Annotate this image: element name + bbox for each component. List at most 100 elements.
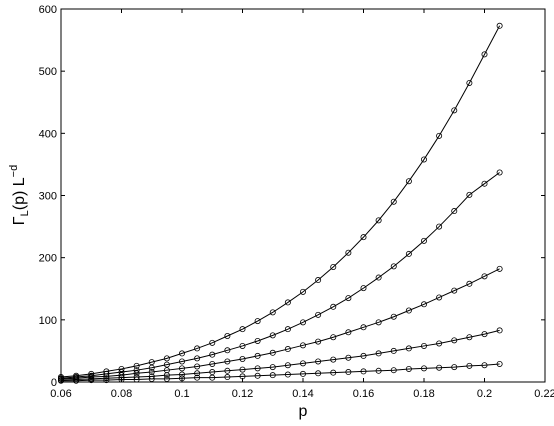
data-point (390, 198, 397, 205)
data-point (178, 371, 185, 378)
x-tick-label: 0.16 (353, 388, 374, 400)
data-point (148, 364, 155, 371)
data-point (269, 349, 276, 356)
data-point (345, 354, 352, 361)
data-point (315, 358, 322, 365)
series-line (60, 329, 500, 381)
data-point (390, 313, 397, 320)
data-point (315, 311, 322, 318)
data-point (118, 365, 125, 372)
data-point (436, 132, 443, 139)
data-point (436, 294, 443, 301)
data-point (360, 285, 367, 292)
data-point (284, 299, 291, 306)
y-tick-label: 600 (39, 4, 57, 16)
data-point (330, 263, 337, 270)
data-point (481, 51, 488, 58)
data-point (496, 265, 503, 272)
data-point (481, 331, 488, 338)
data-point (269, 332, 276, 339)
data-point (118, 376, 125, 383)
data-point (436, 223, 443, 230)
data-point (178, 365, 185, 372)
series-3 (58, 265, 503, 382)
data-point (133, 370, 140, 377)
x-tick-label: 0.06 (50, 388, 71, 400)
data-point (451, 364, 458, 371)
y-tick-label: 300 (39, 191, 57, 203)
data-point (360, 368, 367, 375)
data-point (299, 319, 306, 326)
data-point (405, 365, 412, 372)
data-point (330, 356, 337, 363)
data-point (466, 280, 473, 287)
data-point (178, 375, 185, 382)
data-point (163, 372, 170, 379)
data-point (254, 365, 261, 372)
data-point (269, 364, 276, 371)
data-point (345, 249, 352, 256)
data-point (239, 355, 246, 362)
data-point (133, 362, 140, 369)
data-point (496, 169, 503, 176)
x-tick-label: 0.12 (232, 388, 253, 400)
data-point (239, 342, 246, 349)
x-tick-label: 0.22 (534, 388, 554, 400)
data-point (239, 326, 246, 333)
data-point (390, 263, 397, 270)
data-point (420, 342, 427, 349)
data-point (163, 355, 170, 362)
data-point (496, 327, 503, 334)
x-tick-label: 0.2 (477, 388, 492, 400)
data-point (209, 360, 216, 367)
data-point (224, 367, 231, 374)
data-point (466, 79, 473, 86)
data-point (360, 324, 367, 331)
data-point (118, 374, 125, 381)
data-point (194, 370, 201, 377)
series-1 (58, 22, 503, 381)
data-point (269, 309, 276, 316)
data-point (209, 351, 216, 358)
data-point (496, 360, 503, 367)
data-point (330, 334, 337, 341)
x-tick-label: 0.18 (413, 388, 434, 400)
data-point (209, 339, 216, 346)
data-point (254, 318, 261, 325)
data-point (178, 358, 185, 365)
data-point (163, 375, 170, 382)
data-point (239, 366, 246, 373)
data-point (451, 208, 458, 215)
x-tick-label: 0.08 (111, 388, 132, 400)
plot-frame (60, 8, 546, 383)
data-point (284, 362, 291, 369)
data-point (73, 377, 80, 384)
data-point (254, 352, 261, 359)
y-tick-label: 400 (39, 128, 57, 140)
data-point (103, 377, 110, 384)
data-point (390, 347, 397, 354)
data-point (375, 274, 382, 281)
data-point (148, 375, 155, 382)
series-group (58, 22, 503, 384)
data-point (254, 337, 261, 344)
data-point (284, 371, 291, 378)
series-line (60, 25, 501, 378)
data-point (390, 367, 397, 374)
data-point (466, 191, 473, 198)
data-point (224, 332, 231, 339)
data-point (436, 364, 443, 371)
svg-text:ΓL(p) L−d: ΓL(p) L−d (8, 165, 31, 225)
data-point (224, 358, 231, 365)
data-point (466, 362, 473, 369)
data-point (345, 329, 352, 336)
series-4 (58, 327, 503, 384)
data-point (58, 377, 65, 384)
y-tick-label: 500 (39, 66, 57, 78)
data-point (451, 337, 458, 344)
series-line (60, 172, 500, 379)
data-point (496, 22, 503, 29)
data-point (420, 365, 427, 372)
data-point (103, 373, 110, 380)
